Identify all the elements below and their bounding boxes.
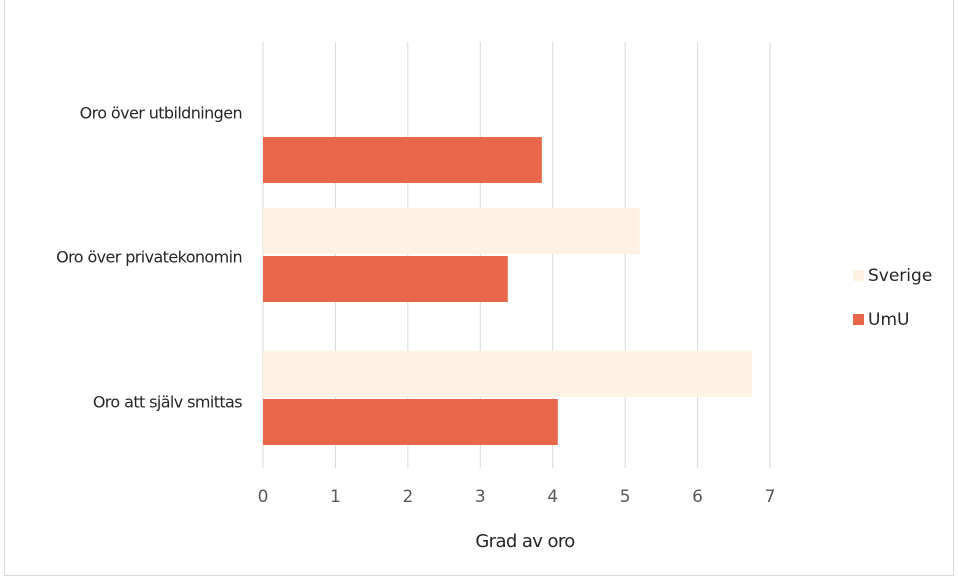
category-label: Oro att själv smittas — [93, 393, 242, 412]
bar-sverige-1 — [263, 208, 640, 254]
x-tick-label: 0 — [258, 487, 269, 507]
legend-label-umu: UmU — [868, 310, 909, 330]
bar-umu-1 — [263, 256, 508, 302]
x-tick-label: 7 — [765, 487, 776, 507]
legend-swatch-umu — [853, 314, 864, 325]
x-tick-label: 3 — [475, 487, 486, 507]
x-tick-label: 6 — [692, 487, 703, 507]
x-tick-label: 5 — [620, 487, 631, 507]
category-label: Oro över utbildningen — [80, 104, 242, 123]
bar-umu-0 — [263, 137, 542, 183]
x-axis-title: Grad av oro — [475, 531, 575, 552]
category-label: Oro över privatekonomin — [56, 248, 242, 267]
bar-umu-2 — [263, 399, 558, 445]
x-tick-label: 1 — [330, 487, 341, 507]
x-tick-label: 2 — [402, 487, 413, 507]
bar-sverige-2 — [263, 351, 752, 397]
legend-label-sverige: Sverige — [868, 266, 932, 286]
x-tick-label: 4 — [547, 487, 558, 507]
legend-swatch-sverige — [853, 270, 864, 281]
